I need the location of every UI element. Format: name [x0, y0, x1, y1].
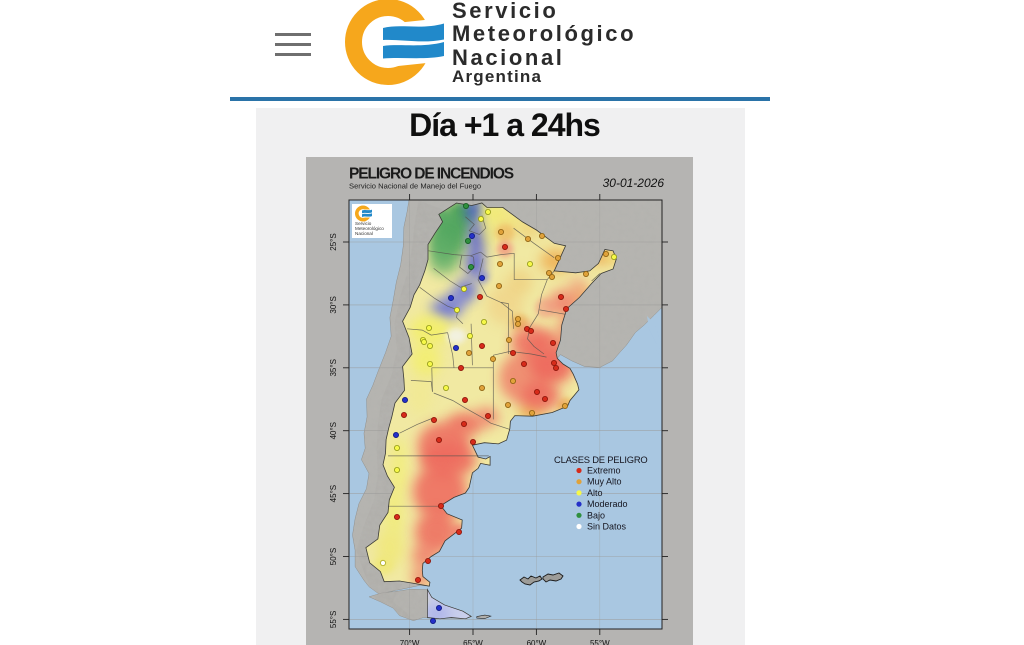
- svg-text:Nacional: Nacional: [355, 231, 373, 236]
- svg-text:40°S: 40°S: [329, 422, 338, 439]
- svg-text:Alto: Alto: [587, 488, 603, 498]
- svg-text:50°S: 50°S: [329, 548, 338, 565]
- svg-text:CLASES DE PELIGRO: CLASES DE PELIGRO: [554, 454, 648, 465]
- svg-text:Meteorológico: Meteorológico: [355, 226, 384, 231]
- svg-text:35°S: 35°S: [329, 359, 338, 376]
- svg-text:Moderado: Moderado: [587, 499, 628, 509]
- svg-text:25°S: 25°S: [329, 233, 338, 250]
- svg-text:Servicio: Servicio: [355, 221, 372, 226]
- svg-text:70°W: 70°W: [400, 639, 420, 645]
- svg-text:Sin Datos: Sin Datos: [587, 522, 627, 532]
- svg-text:30°S: 30°S: [329, 296, 338, 313]
- svg-text:30-01-2026: 30-01-2026: [603, 176, 665, 190]
- svg-text:55°S: 55°S: [329, 611, 338, 628]
- svg-text:65°W: 65°W: [463, 639, 483, 645]
- svg-text:60°W: 60°W: [527, 639, 547, 645]
- svg-text:Bajo: Bajo: [587, 510, 605, 520]
- svg-text:55°W: 55°W: [590, 639, 610, 645]
- svg-text:45°S: 45°S: [329, 485, 338, 502]
- svg-text:Servicio Nacional de Manejo de: Servicio Nacional de Manejo del Fuego: [349, 182, 481, 191]
- svg-text:PELIGRO DE INCENDIOS: PELIGRO DE INCENDIOS: [349, 166, 514, 183]
- svg-text:Muy Alto: Muy Alto: [587, 477, 622, 487]
- svg-text:Extremo: Extremo: [587, 466, 621, 476]
